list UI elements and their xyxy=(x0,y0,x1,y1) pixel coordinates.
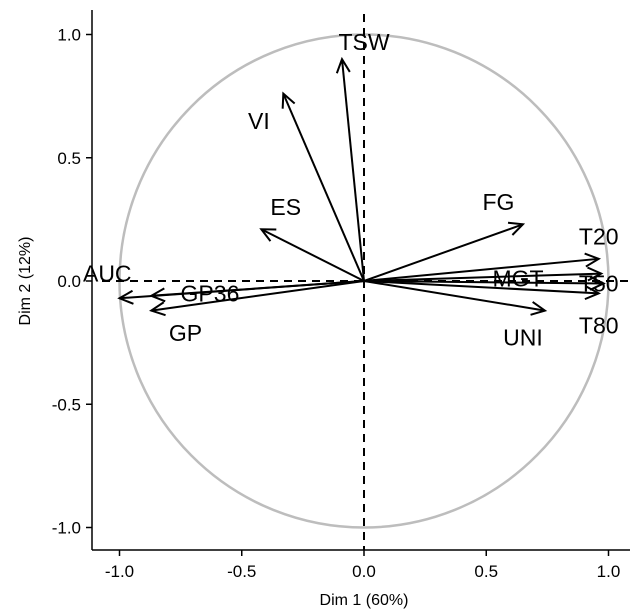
vector-tsw xyxy=(340,59,365,282)
arrowhead-fg xyxy=(507,221,526,236)
vector-t20 xyxy=(363,257,599,282)
arrowhead-uni xyxy=(530,301,548,316)
y-tick-label: 0.5 xyxy=(57,149,81,168)
y-tick-label: -0.5 xyxy=(52,395,81,414)
arrowhead-gp36 xyxy=(148,287,166,303)
arrowhead-t80 xyxy=(584,285,602,301)
label-gp36: GP36 xyxy=(181,280,240,306)
arrowhead-gp xyxy=(149,301,166,317)
vector-gp36 xyxy=(151,280,365,297)
label-t80: T80 xyxy=(579,312,619,338)
vector-es xyxy=(260,228,365,282)
plot-area: TSW VI ES FG T20 MGT T50 T80 UNI AUC GP36 GP xyxy=(83,14,628,550)
vector-t50 xyxy=(363,280,604,285)
x-tick-label: 0.5 xyxy=(474,562,498,581)
vector-gp xyxy=(151,280,365,312)
arrowhead-tsw xyxy=(335,56,351,74)
x-tick-label: 0.0 xyxy=(352,562,376,581)
x-tick-label: -0.5 xyxy=(227,562,256,581)
label-vi: VI xyxy=(248,108,270,134)
y-tick-label: 0.0 xyxy=(57,272,81,291)
y-tick-label: 1.0 xyxy=(57,26,81,45)
label-t50: T50 xyxy=(579,270,619,296)
arrowhead-vi xyxy=(281,91,296,109)
x-tick-label: 1.0 xyxy=(597,562,621,581)
label-es: ES xyxy=(270,194,301,220)
arrowhead-es xyxy=(259,228,277,242)
label-t20: T20 xyxy=(579,224,619,250)
label-tsw: TSW xyxy=(338,29,389,55)
arrowhead-t50 xyxy=(589,275,606,291)
y-axis-title: Dim 2 (12%) xyxy=(17,237,34,326)
x-axis-title: Dim 1 (60%) xyxy=(320,592,409,609)
arrowhead-auc xyxy=(117,289,134,305)
vector-mgt xyxy=(363,272,602,282)
y-tick-label: -1.0 xyxy=(52,519,81,538)
axes: -1.0 -0.5 0.0 0.5 1.0 1.0 0.5 0.0 -0.5 -1.0 xyxy=(52,10,630,581)
vector-t80 xyxy=(363,280,599,295)
label-auc: AUC xyxy=(83,261,132,287)
label-mgt: MGT xyxy=(492,266,543,292)
arrowhead-t20 xyxy=(584,252,602,268)
x-tick-label: -1.0 xyxy=(105,562,134,581)
vector-fg xyxy=(363,223,524,282)
label-uni: UNI xyxy=(503,325,543,351)
vector-vi xyxy=(282,93,365,282)
vector-uni xyxy=(363,280,546,312)
label-gp: GP xyxy=(169,320,202,346)
label-fg: FG xyxy=(482,189,514,215)
